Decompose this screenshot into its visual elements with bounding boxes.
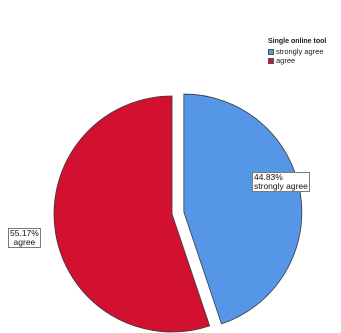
data-label-agree-percent: 55.17% — [10, 228, 39, 238]
legend-swatch-agree — [268, 57, 274, 64]
legend: Single online tool strongly agree agree — [268, 37, 326, 65]
pie-slice-agree — [53, 95, 211, 333]
legend-label-strongly-agree: strongly agree — [276, 47, 324, 56]
data-label-agree-name: agree — [13, 237, 36, 247]
pie-slice-strongly-agree — [183, 93, 303, 325]
data-label-strongly-agree-percent: 44.83% — [254, 172, 283, 182]
data-label-agree: 55.17% agree — [8, 228, 41, 248]
legend-label-agree: agree — [276, 56, 296, 65]
legend-item-agree: agree — [268, 56, 326, 65]
data-label-strongly-agree-name: strongly agree — [254, 181, 308, 191]
data-label-strongly-agree: 44.83% strongly agree — [252, 172, 310, 192]
legend-item-strongly-agree: strongly agree — [268, 47, 326, 56]
legend-swatch-strongly-agree — [268, 48, 274, 55]
legend-title: Single online tool — [268, 38, 327, 45]
